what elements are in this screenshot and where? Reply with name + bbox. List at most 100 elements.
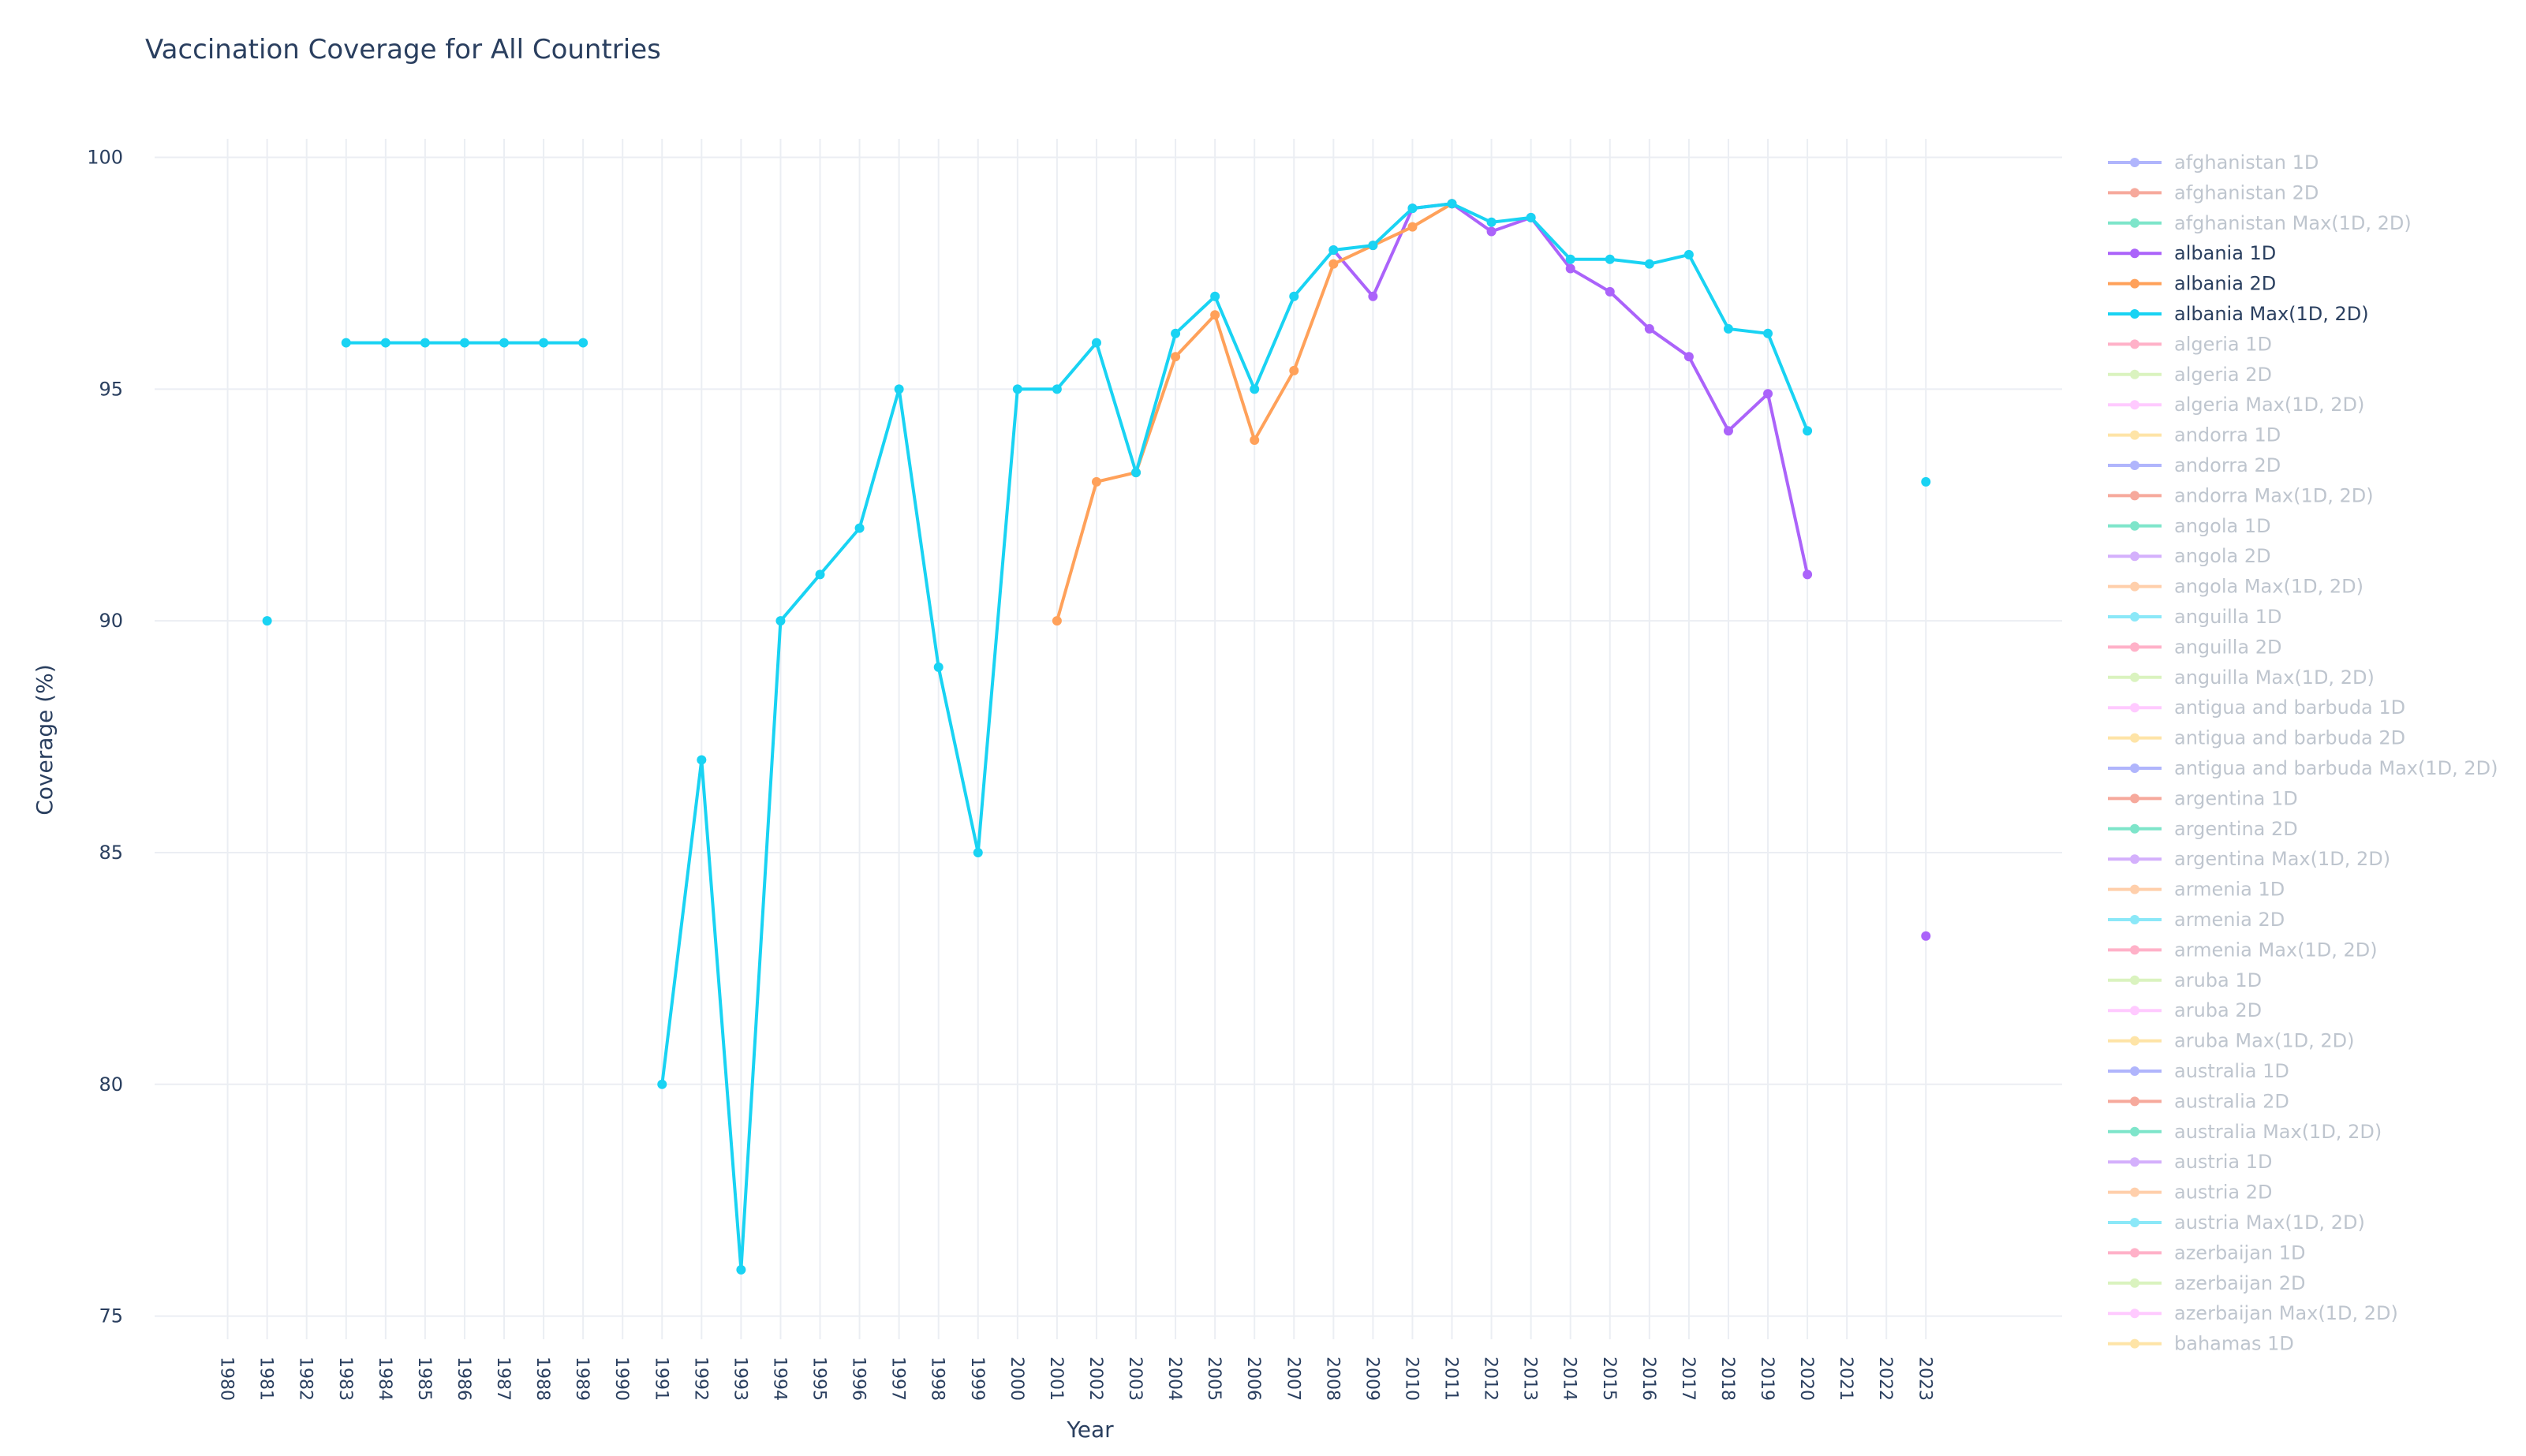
data-point <box>854 523 865 533</box>
chart-title: Vaccination Coverage for All Countries <box>145 34 661 65</box>
legend-label: algeria 2D <box>2174 364 2272 386</box>
data-point <box>262 616 272 626</box>
data-point <box>539 338 549 348</box>
data-point <box>459 338 469 348</box>
data-point <box>1250 435 1260 445</box>
x-tick-label: 2007 <box>1283 1357 1302 1401</box>
legend-label: anguilla 2D <box>2174 636 2281 658</box>
x-tick-label: 1997 <box>888 1357 908 1401</box>
x-tick-label: 2010 <box>1401 1357 1421 1401</box>
x-tick-label: 2012 <box>1481 1357 1500 1401</box>
legend-label: azerbaijan 2D <box>2174 1272 2306 1294</box>
legend-item: armenia Max(1D, 2D) <box>2108 939 2378 961</box>
data-point <box>973 847 983 857</box>
x-tick-label: 1985 <box>414 1357 434 1401</box>
data-point <box>1565 263 1575 274</box>
data-point <box>1763 389 1773 399</box>
legend-marker <box>2130 915 2139 924</box>
legend-item: armenia 2D <box>2108 909 2285 931</box>
legend-marker <box>2130 854 2139 864</box>
legend-label: aruba Max(1D, 2D) <box>2174 1030 2354 1052</box>
data-point <box>815 569 825 580</box>
legend-marker <box>2130 884 2139 894</box>
data-point <box>1644 323 1654 334</box>
data-point <box>697 755 707 765</box>
legend-item: austria 1D <box>2108 1151 2272 1173</box>
legend: afghanistan 1D afghanistan 2D afghanistan … <box>2108 151 2498 1355</box>
x-tick-label: 2017 <box>1678 1357 1698 1401</box>
legend-label: angola 1D <box>2174 515 2271 537</box>
legend-marker <box>2130 1066 2139 1076</box>
legend-label: angola 2D <box>2174 545 2271 567</box>
legend-marker <box>2130 309 2139 319</box>
legend-item: australia 1D <box>2108 1060 2289 1082</box>
legend-marker <box>2130 612 2139 622</box>
data-point <box>736 1264 746 1275</box>
data-point <box>1368 241 1378 251</box>
legend-item: angola 1D <box>2108 515 2271 537</box>
legend-item: andorra 1D <box>2108 424 2281 446</box>
legend-marker <box>2130 1036 2139 1046</box>
y-tick-label: 80 <box>99 1073 123 1096</box>
legend-item: australia 2D <box>2108 1090 2289 1112</box>
legend-label: andorra 2D <box>2174 454 2281 476</box>
data-point <box>1486 226 1497 237</box>
data-point <box>1447 199 1457 209</box>
legend-marker <box>2130 400 2139 410</box>
data-point <box>380 338 390 348</box>
legend-label: aruba 1D <box>2174 969 2262 991</box>
legend-label: afghanistan 1D <box>2174 151 2319 174</box>
series-layer <box>262 199 1931 1275</box>
legend-marker <box>2130 188 2139 198</box>
legend-marker <box>2130 461 2139 470</box>
legend-item: albania 2D <box>2108 273 2276 295</box>
legend-item: argentina 1D <box>2108 787 2298 809</box>
x-tick-label: 2014 <box>1560 1357 1579 1401</box>
legend-item: albania Max(1D, 2D) <box>2108 303 2369 325</box>
data-point <box>1289 365 1299 375</box>
x-tick-label: 2015 <box>1599 1357 1619 1401</box>
x-tick-label: 2009 <box>1362 1357 1381 1401</box>
legend-item: antigua and barbuda Max(1D, 2D) <box>2108 757 2498 779</box>
x-tick-label: 1980 <box>217 1357 237 1401</box>
x-tick-label: 2005 <box>1204 1357 1224 1401</box>
legend-item: anguilla 2D <box>2108 636 2281 658</box>
legend-item: argentina 2D <box>2108 818 2298 840</box>
legend-item: armenia 1D <box>2108 879 2285 901</box>
legend-label: australia 1D <box>2174 1060 2289 1082</box>
x-tick-label: 1998 <box>928 1357 947 1401</box>
data-point <box>933 662 944 672</box>
x-tick-label: 2000 <box>1007 1357 1026 1401</box>
legend-label: argentina 2D <box>2174 818 2298 840</box>
legend-label: azerbaijan 1D <box>2174 1241 2306 1264</box>
data-point <box>420 338 430 348</box>
y-tick-label: 100 <box>87 147 123 169</box>
grid-lines <box>155 139 2062 1339</box>
data-point <box>1921 931 1931 941</box>
legend-label: aruba 2D <box>2174 999 2262 1021</box>
legend-marker <box>2130 1187 2139 1197</box>
legend-marker <box>2130 158 2139 167</box>
x-tick-label: 1990 <box>611 1357 631 1401</box>
series-albania-1d <box>1328 199 1931 941</box>
legend-label: albania 1D <box>2174 242 2276 264</box>
data-point <box>578 338 589 348</box>
legend-label: anguilla Max(1D, 2D) <box>2174 666 2375 689</box>
legend-marker <box>2130 339 2139 349</box>
legend-label: australia 2D <box>2174 1090 2289 1112</box>
x-tick-label: 1995 <box>809 1357 829 1401</box>
data-point <box>894 384 904 394</box>
legend-label: austria 1D <box>2174 1151 2272 1173</box>
data-point <box>1052 616 1062 626</box>
legend-label: andorra Max(1D, 2D) <box>2174 484 2374 506</box>
legend-marker <box>2130 1278 2139 1288</box>
legend-item: argentina Max(1D, 2D) <box>2108 848 2390 870</box>
data-point <box>341 338 351 348</box>
x-tick-label: 2020 <box>1796 1357 1816 1401</box>
data-point <box>1091 476 1101 487</box>
data-point <box>1328 259 1339 269</box>
legend-marker <box>2130 278 2139 289</box>
x-tick-label: 1999 <box>967 1357 987 1401</box>
legend-label: argentina 1D <box>2174 787 2298 809</box>
